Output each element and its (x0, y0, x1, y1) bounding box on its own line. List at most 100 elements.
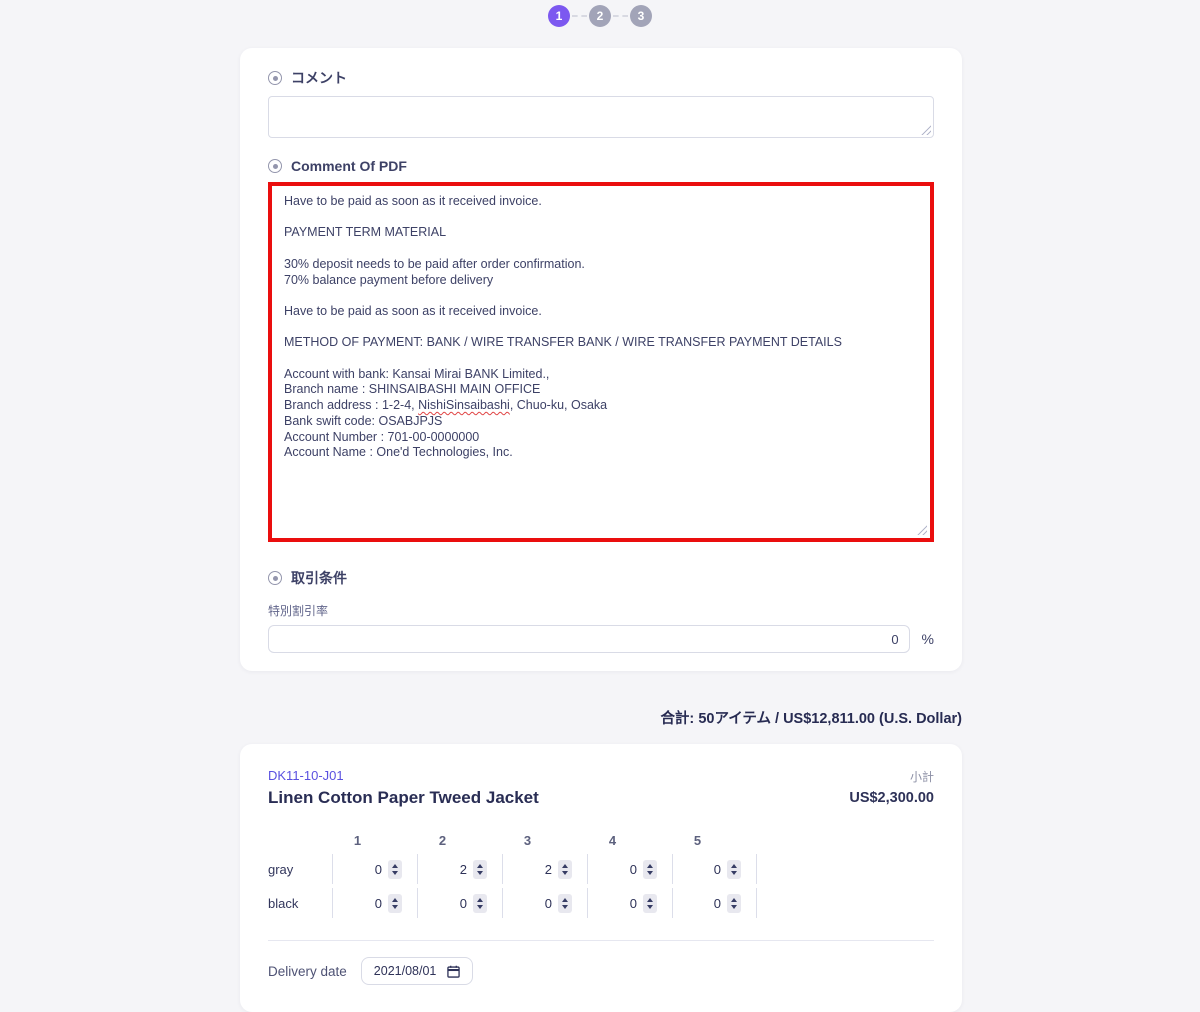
stepper-up-icon[interactable] (562, 897, 568, 902)
stepper-down-icon[interactable] (392, 870, 398, 875)
discount-rate-label: 特別割引率 (268, 604, 329, 618)
qty-cell: 0 (417, 888, 502, 918)
quantity-stepper[interactable] (558, 859, 572, 879)
step-3[interactable]: 3 (630, 5, 652, 27)
pdf-text-part2: , Chuo-ku, Osaka Bank swift code: OSABJP… (284, 398, 608, 460)
qty-input[interactable]: 0 (459, 895, 467, 911)
comment-textarea[interactable] (268, 96, 934, 138)
pdf-text-misspelled-word: NishiSinsaibashi (418, 398, 510, 413)
delivery-date-input[interactable]: 2021/08/01 (360, 957, 473, 985)
section-bullet-icon (268, 71, 282, 85)
quantity-stepper[interactable] (727, 859, 741, 879)
terms-section-label: 取引条件 (268, 568, 934, 588)
highlight-annotation: Have to be paid as soon as it received i… (268, 182, 934, 542)
product-card: DK11-10-J01 Linen Cotton Paper Tweed Jac… (240, 744, 962, 1012)
quantity-stepper[interactable] (388, 859, 402, 879)
subtotal-label: 小計 (909, 770, 934, 784)
divider (268, 940, 934, 941)
stepper-up-icon[interactable] (477, 863, 483, 868)
stepper-down-icon[interactable] (477, 904, 483, 909)
size-header: 3 (523, 832, 532, 848)
pdf-comment-label: Comment Of PDF (291, 158, 407, 174)
size-header: 5 (693, 832, 702, 848)
step-2[interactable]: 2 (589, 5, 611, 27)
stepper-down-icon[interactable] (392, 904, 398, 909)
qty-input[interactable]: 0 (629, 861, 637, 877)
qty-input[interactable]: 2 (544, 861, 552, 877)
product-code: DK11-10-J01 (268, 768, 344, 783)
pdf-text-part1: Have to be paid as soon as it received i… (284, 194, 842, 413)
stepper-up-icon[interactable] (392, 897, 398, 902)
qty-cell: 2 (417, 854, 502, 884)
stepper-up-icon[interactable] (562, 863, 568, 868)
delivery-date-value: 2021/08/01 (373, 964, 437, 978)
size-header-row: 1 2 3 4 5 (268, 828, 934, 852)
subtotal-value: US$2,300.00 (849, 790, 934, 806)
quantity-stepper[interactable] (643, 893, 657, 913)
qty-input[interactable]: 0 (374, 861, 382, 877)
qty-input[interactable]: 0 (544, 895, 552, 911)
quantity-stepper[interactable] (473, 893, 487, 913)
qty-cell: 0 (332, 854, 417, 884)
stepper-down-icon[interactable] (647, 904, 653, 909)
qty-input[interactable]: 0 (713, 895, 721, 911)
size-header: 2 (438, 832, 447, 848)
quantity-stepper[interactable] (558, 893, 572, 913)
section-bullet-icon (268, 159, 282, 173)
step-1[interactable]: 1 (548, 5, 570, 27)
quantity-stepper[interactable] (643, 859, 657, 879)
qty-cell: 2 (502, 854, 587, 884)
pdf-comment-section-label: Comment Of PDF (268, 158, 934, 174)
quantity-stepper[interactable] (473, 859, 487, 879)
comment-label: コメント (291, 70, 347, 86)
step-indicator: 1 2 3 (0, 5, 1200, 27)
size-header: 1 (353, 832, 362, 848)
qty-cell: 0 (587, 888, 672, 918)
qty-cell: 0 (502, 888, 587, 918)
terms-label: 取引条件 (291, 570, 347, 586)
delivery-date-label: Delivery date (268, 963, 347, 979)
quantity-stepper[interactable] (727, 893, 741, 913)
quantity-stepper[interactable] (388, 893, 402, 913)
qty-cell: 0 (332, 888, 417, 918)
stepper-up-icon[interactable] (647, 897, 653, 902)
size-header: 4 (608, 832, 617, 848)
stepper-down-icon[interactable] (731, 904, 737, 909)
qty-cell: 0 (672, 888, 757, 918)
table-row: gray 0 2 2 0 0 (268, 852, 934, 886)
percent-unit-label: % (921, 631, 934, 647)
stepper-up-icon[interactable] (477, 897, 483, 902)
stepper-down-icon[interactable] (647, 870, 653, 875)
stepper-up-icon[interactable] (731, 863, 737, 868)
color-label: black (268, 895, 299, 911)
qty-input[interactable]: 2 (459, 861, 467, 877)
qty-cell: 0 (672, 854, 757, 884)
calendar-icon[interactable] (447, 965, 460, 978)
qty-input[interactable]: 0 (713, 861, 721, 877)
stepper-down-icon[interactable] (477, 870, 483, 875)
stepper-up-icon[interactable] (731, 897, 737, 902)
discount-rate-input[interactable] (268, 625, 910, 653)
total-value: 50アイテム / US$12,811.00 (U.S. Dollar) (698, 711, 962, 727)
step-connector (613, 15, 628, 17)
size-quantity-grid: 1 2 3 4 5 gray 0 2 2 (268, 828, 934, 920)
table-row: black 0 0 0 0 0 (268, 886, 934, 920)
total-label: 合計: (660, 711, 695, 727)
stepper-down-icon[interactable] (731, 870, 737, 875)
stepper-down-icon[interactable] (562, 904, 568, 909)
section-bullet-icon (268, 571, 282, 585)
color-label: gray (268, 861, 294, 877)
comment-form-card: コメント Comment Of PDF Have to be paid as s… (240, 48, 962, 671)
qty-cell: 0 (587, 854, 672, 884)
qty-input[interactable]: 0 (374, 895, 382, 911)
product-name: Linen Cotton Paper Tweed Jacket (268, 788, 539, 807)
qty-input[interactable]: 0 (629, 895, 637, 911)
comment-section-label: コメント (268, 68, 934, 88)
order-total: 合計: 50アイテム / US$12,811.00 (U.S. Dollar) (240, 707, 962, 728)
main-content: コメント Comment Of PDF Have to be paid as s… (240, 48, 962, 1012)
stepper-up-icon[interactable] (647, 863, 653, 868)
step-connector (572, 15, 587, 17)
stepper-up-icon[interactable] (392, 863, 398, 868)
pdf-comment-textarea[interactable]: Have to be paid as soon as it received i… (272, 186, 930, 538)
stepper-down-icon[interactable] (562, 870, 568, 875)
